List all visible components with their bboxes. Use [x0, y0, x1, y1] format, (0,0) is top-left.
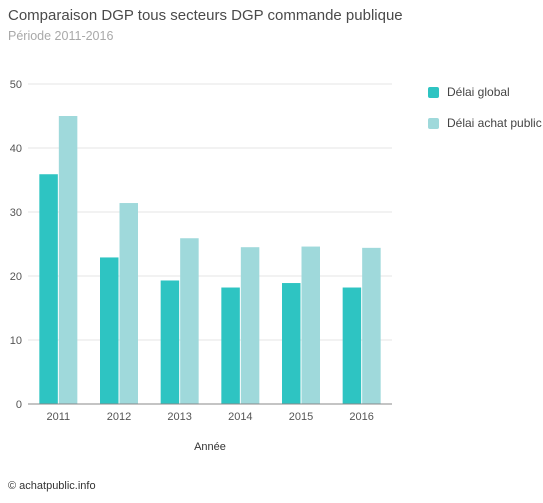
x-axis-title: Année	[194, 441, 226, 453]
x-tick-label: 2012	[107, 411, 131, 423]
bar-delai-global-2011[interactable]	[39, 174, 58, 404]
bar-delai-global-2015[interactable]	[282, 283, 301, 404]
chart-title: Comparaison DGP tous secteurs DGP comman…	[8, 7, 403, 24]
x-tick-label: 2015	[289, 411, 313, 423]
legend-label-delai-achat-public: Délai achat public	[447, 116, 542, 130]
legend: Délai global Délai achat public	[428, 84, 542, 146]
bar-delai-achat-public-2012[interactable]	[119, 203, 139, 404]
x-tick-label: 2013	[167, 411, 191, 423]
bar-delai-achat-public-2011[interactable]	[58, 116, 78, 404]
bar-delai-global-2014[interactable]	[221, 287, 240, 404]
x-tick-label: 2011	[47, 411, 71, 423]
y-tick-label: 20	[10, 271, 22, 283]
y-tick-label: 50	[10, 79, 22, 91]
bar-delai-achat-public-2014[interactable]	[240, 247, 260, 404]
credit-text: © achatpublic.info	[8, 480, 96, 492]
bar-delai-achat-public-2016[interactable]	[362, 247, 381, 404]
x-tick-label: 2016	[349, 411, 373, 423]
x-tick-label: 2014	[228, 411, 252, 423]
y-tick-label: 10	[10, 335, 22, 347]
bar-delai-global-2013[interactable]	[160, 280, 180, 404]
y-tick-label: 40	[10, 143, 22, 155]
bar-delai-achat-public-2015[interactable]	[301, 246, 321, 404]
legend-item-delai-achat-public[interactable]: Délai achat public	[428, 115, 542, 131]
bar-delai-global-2012[interactable]	[100, 257, 119, 404]
chart-subtitle: Période 2011-2016	[8, 29, 114, 43]
y-tick-label: 0	[16, 399, 22, 411]
legend-label-delai-global: Délai global	[447, 85, 510, 99]
legend-item-delai-global[interactable]: Délai global	[428, 84, 542, 100]
y-tick-label: 30	[10, 207, 22, 219]
bar-delai-global-2016[interactable]	[342, 287, 362, 404]
legend-swatch-delai-global	[428, 86, 439, 98]
legend-swatch-delai-achat-public	[428, 117, 439, 129]
bar-delai-achat-public-2013[interactable]	[180, 238, 199, 404]
